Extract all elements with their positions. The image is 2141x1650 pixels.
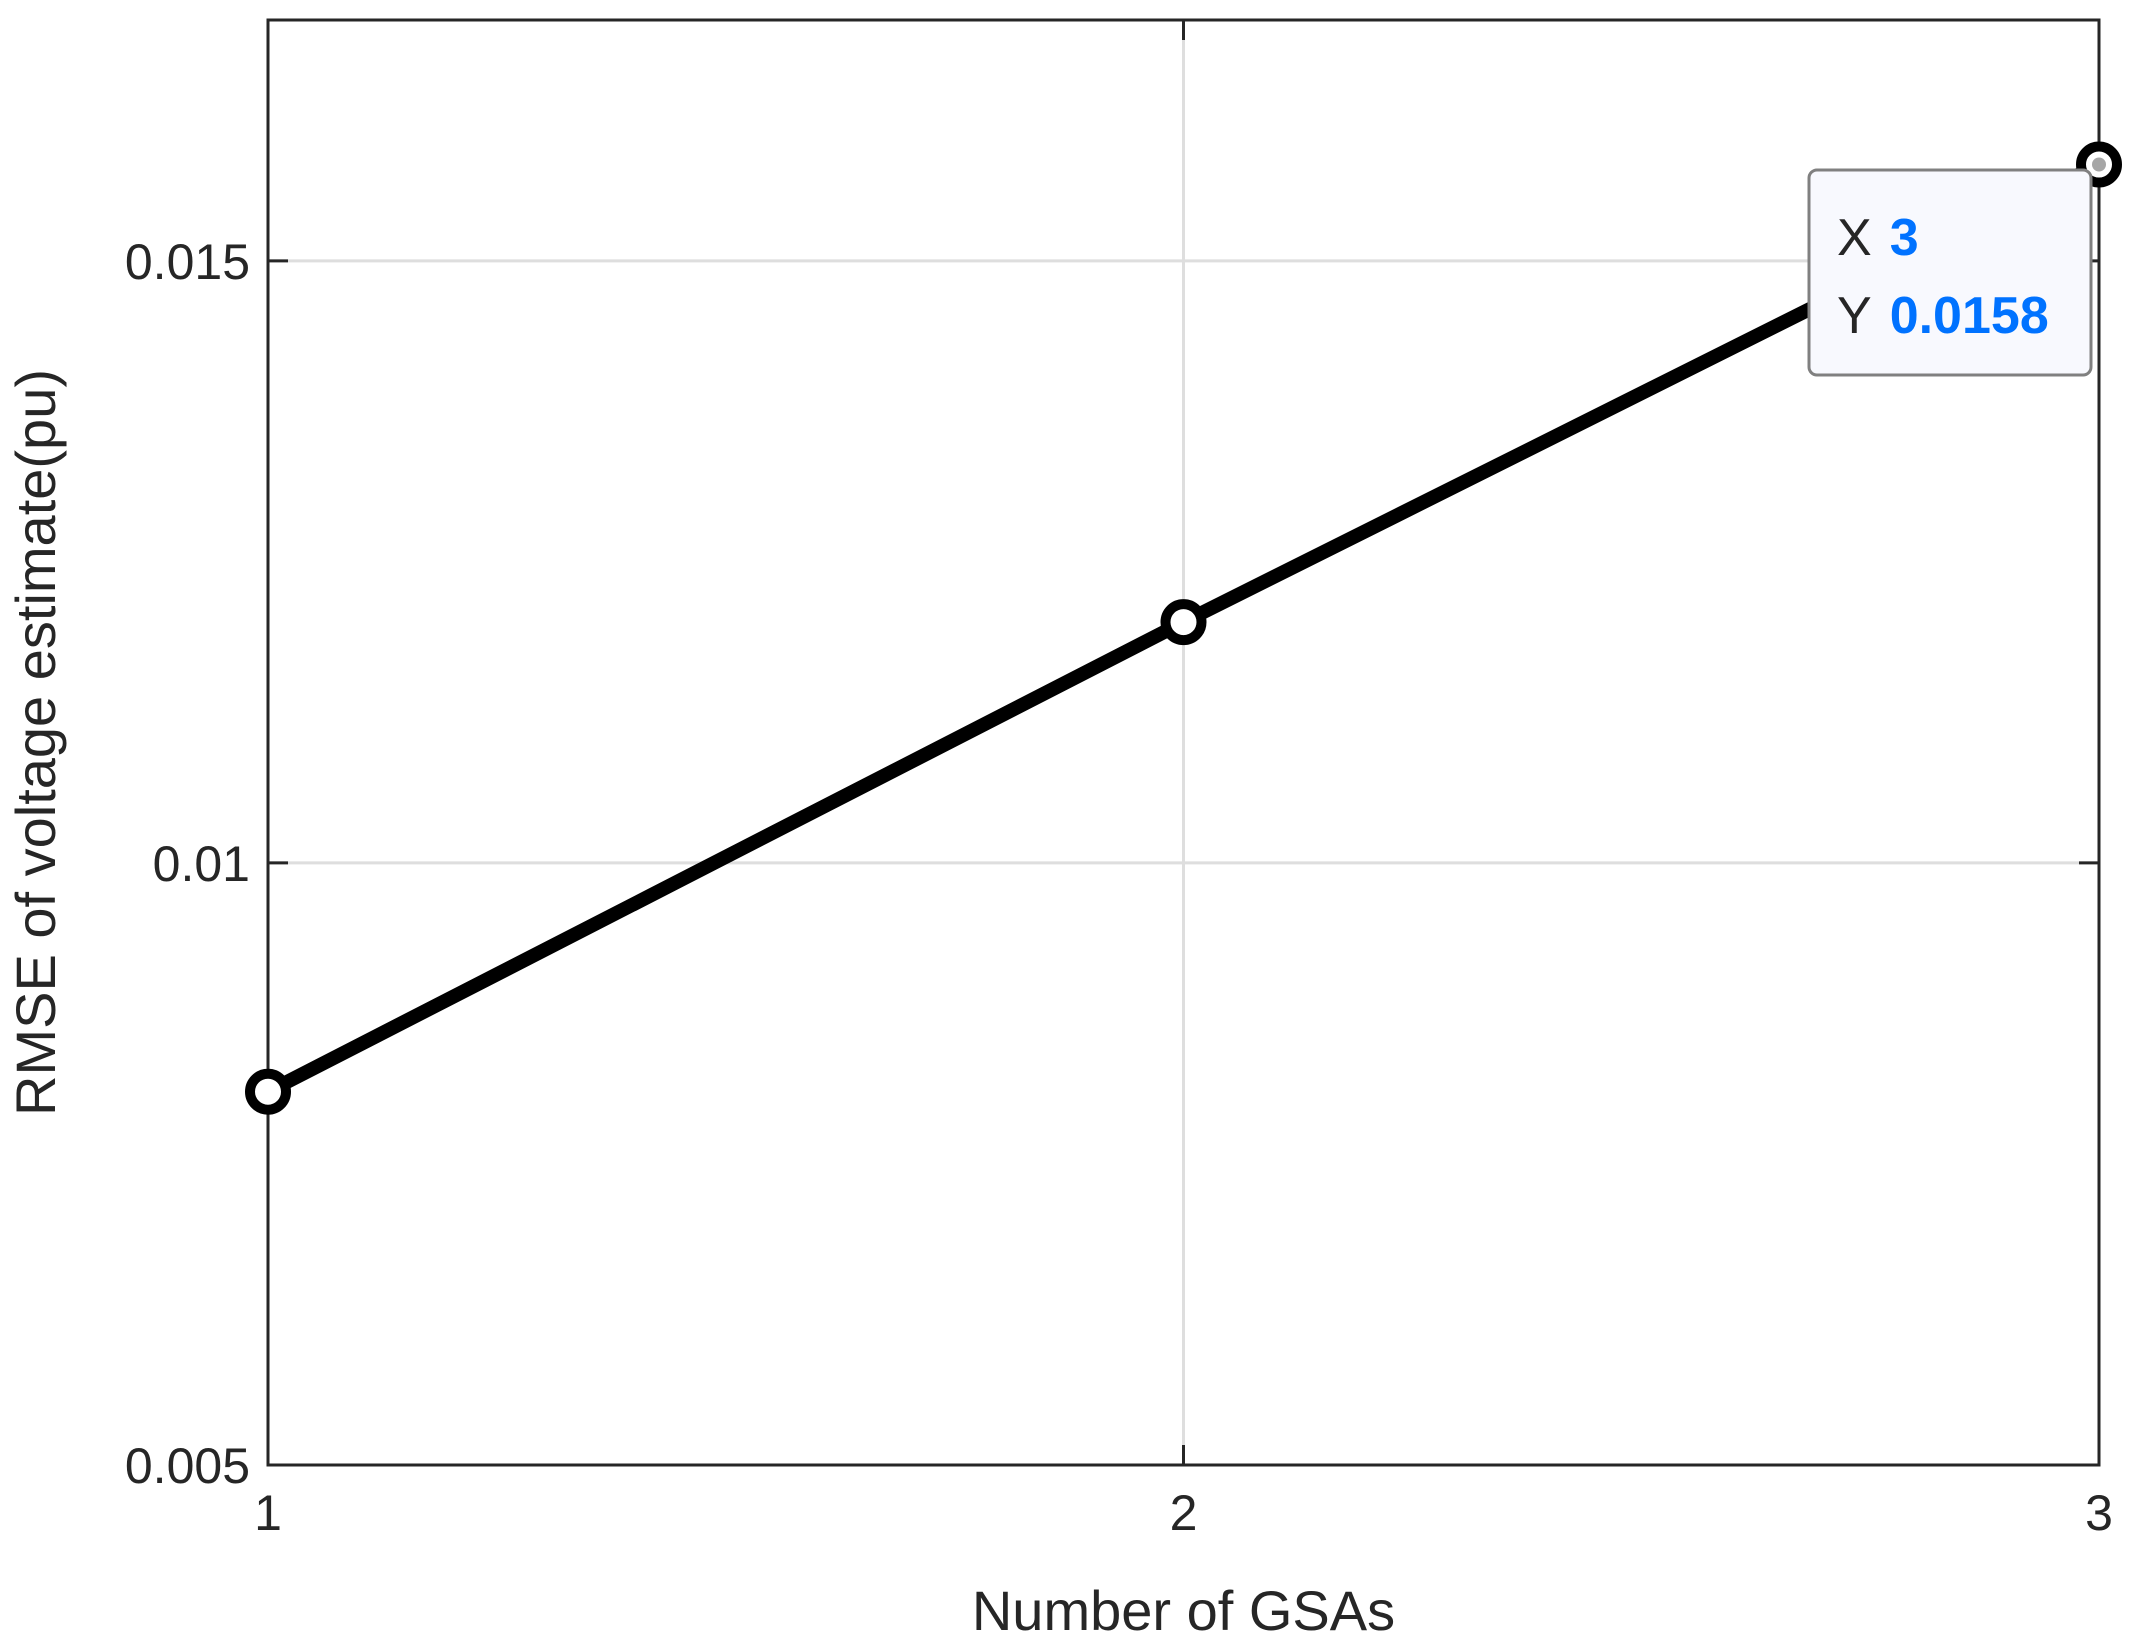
datatip-x-row: X 3 — [1837, 209, 1919, 267]
grid-lines — [268, 20, 2099, 1465]
x-tick-label: 1 — [254, 1485, 282, 1541]
datatip-x-key: X — [1837, 209, 1872, 267]
datatip-y-row: Y 0.0158 — [1837, 287, 2049, 345]
y-tick-label: 0.01 — [153, 836, 250, 892]
datatip-box — [1807, 168, 2093, 377]
series-group — [245, 141, 2122, 1115]
datatip-y-value: 0.0158 — [1890, 287, 2049, 345]
datatip-x-value: 3 — [1890, 209, 1919, 267]
plot-frame — [266, 18, 2101, 1467]
data-point-marker — [245, 1068, 291, 1115]
y-tick-label: 0.015 — [125, 234, 250, 290]
tick-labels: 1 2 3 0.005 0.01 0.015 — [125, 234, 2113, 1541]
y-axis-label: RMSE of voltage estimate(pu) — [4, 369, 67, 1116]
datatip-anchor — [2092, 157, 2106, 172]
datatip[interactable]: X 3 Y 0.0158 — [1807, 168, 2093, 377]
datatip-y-key: Y — [1837, 287, 1872, 345]
y-tick-label: 0.005 — [125, 1438, 250, 1494]
data-point-marker — [1160, 599, 1207, 646]
x-tick-label: 2 — [1170, 1485, 1198, 1541]
x-tick-label: 3 — [2085, 1485, 2113, 1541]
x-axis-label: Number of GSAs — [972, 1579, 1395, 1642]
